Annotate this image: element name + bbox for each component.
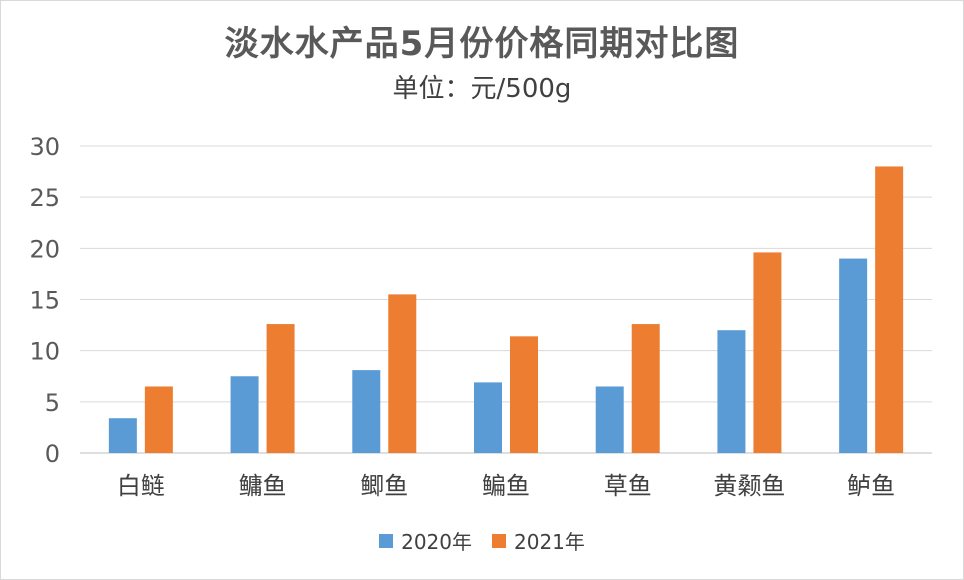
gridlines bbox=[80, 145, 932, 454]
legend-swatch-2021 bbox=[492, 533, 506, 548]
bar-2020年-鳙鱼 bbox=[230, 376, 259, 453]
y-tick-label: 15 bbox=[29, 287, 60, 315]
bar-2021年-黄颡鱼 bbox=[753, 252, 782, 453]
x-tick-label: 白鲢 bbox=[117, 472, 165, 500]
x-tick-label: 鳊鱼 bbox=[482, 472, 530, 500]
y-tick-label: 5 bbox=[45, 389, 60, 417]
bar-2020年-草鱼 bbox=[595, 386, 624, 453]
x-tick-label: 鳙鱼 bbox=[239, 472, 287, 500]
x-axis-ticks: 白鲢 鳙鱼 鲫鱼 鳊鱼 草鱼 黄颡鱼 鲈鱼 bbox=[117, 472, 895, 500]
legend-item-2021: 2021年 bbox=[492, 526, 585, 555]
bar-2021年-白鲢 bbox=[144, 386, 173, 453]
legend: 2020年 2021年 bbox=[0, 526, 964, 555]
bars bbox=[108, 166, 904, 453]
bar-2021年-鲫鱼 bbox=[388, 294, 417, 453]
x-tick-label: 黄颡鱼 bbox=[713, 472, 785, 500]
legend-item-2020: 2020年 bbox=[379, 526, 472, 555]
y-axis-ticks: 0 5 10 15 20 25 30 bbox=[29, 133, 60, 468]
legend-label-2021: 2021年 bbox=[514, 530, 585, 554]
bar-2020年-鲈鱼 bbox=[839, 258, 868, 453]
y-tick-label: 10 bbox=[29, 338, 60, 366]
bar-2021年-草鱼 bbox=[631, 324, 660, 453]
y-tick-label: 30 bbox=[29, 133, 60, 161]
legend-swatch-2020 bbox=[379, 533, 394, 548]
y-tick-label: 0 bbox=[45, 440, 60, 468]
bar-2021年-鲈鱼 bbox=[875, 166, 904, 453]
chart-title: 淡水水产品5月份价格同期对比图 bbox=[224, 24, 740, 64]
bar-2021年-鳊鱼 bbox=[510, 336, 538, 453]
x-tick-label: 草鱼 bbox=[604, 472, 652, 500]
y-tick-label: 25 bbox=[29, 184, 60, 212]
chart-subtitle: 单位：元/500g bbox=[392, 74, 572, 104]
legend-label-2020: 2020年 bbox=[401, 530, 472, 554]
x-tick-label: 鲈鱼 bbox=[847, 472, 895, 500]
bar-2020年-白鲢 bbox=[108, 418, 137, 453]
bar-2021年-鳙鱼 bbox=[266, 324, 295, 453]
bar-2020年-黄颡鱼 bbox=[717, 330, 746, 453]
bar-2020年-鳊鱼 bbox=[474, 382, 502, 453]
y-tick-label: 20 bbox=[29, 235, 60, 263]
bar-2020年-鲫鱼 bbox=[352, 370, 381, 453]
x-tick-label: 鲫鱼 bbox=[360, 472, 408, 500]
